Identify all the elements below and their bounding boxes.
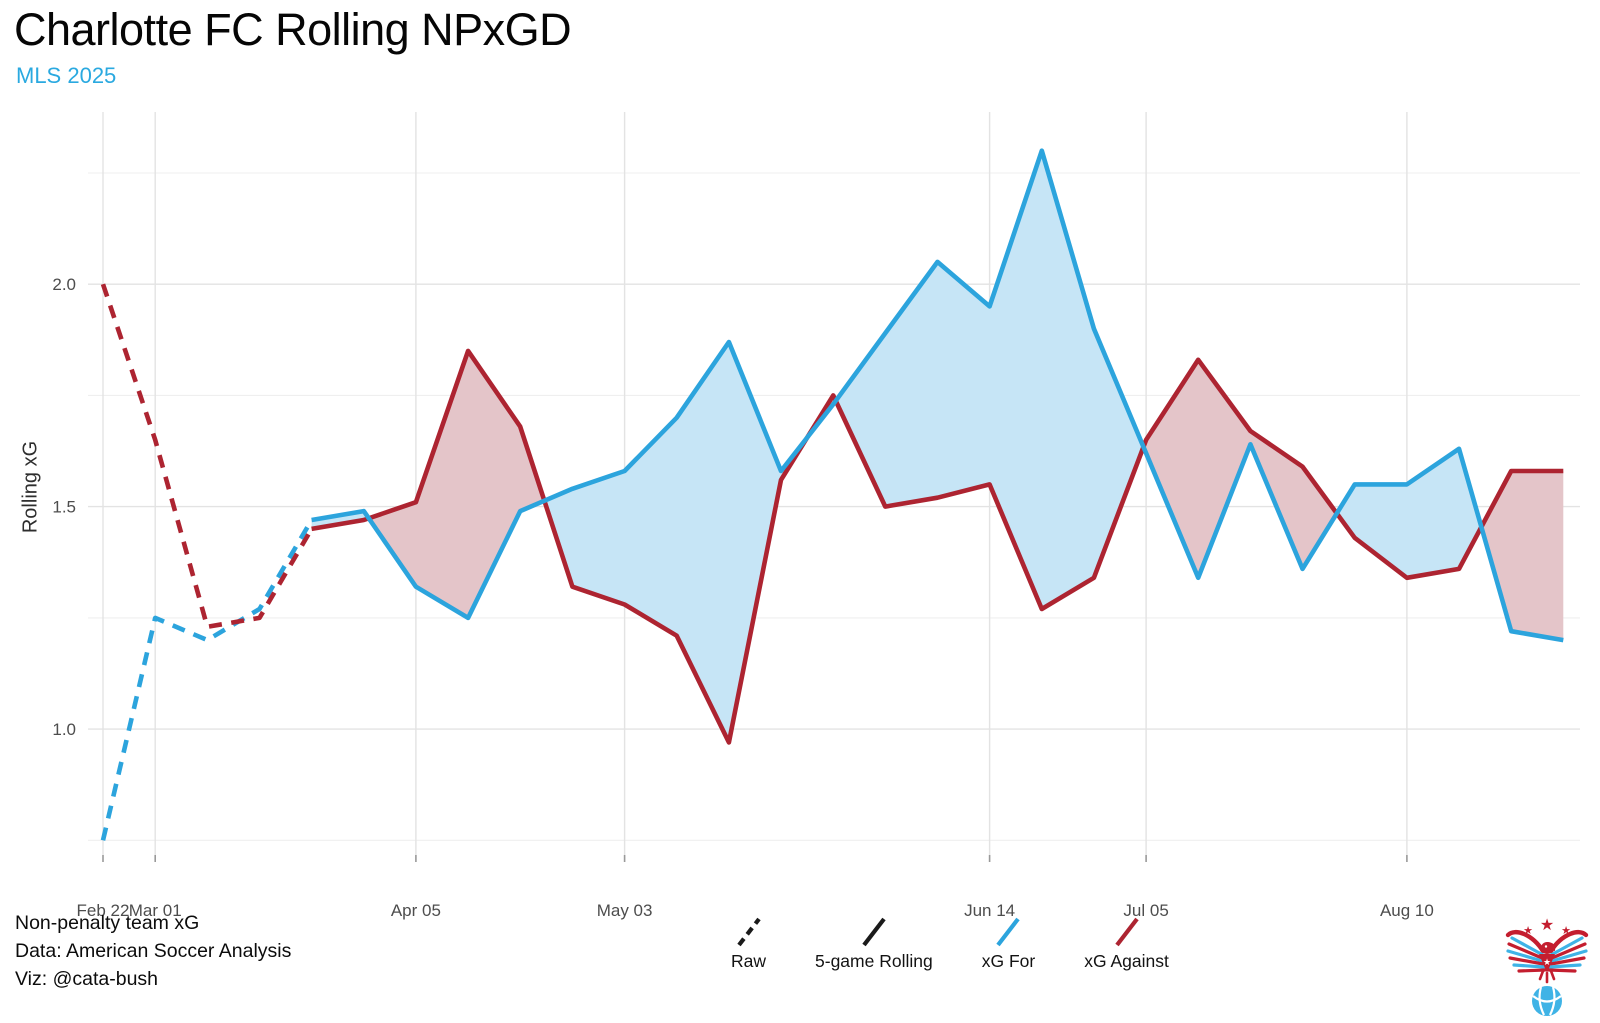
xg-against-line-glyph [1114,917,1139,947]
svg-text:★: ★ [1523,925,1533,937]
legend-label-xg-against: xG Against [1084,951,1169,971]
logo-stars: ★ ★ ★ [1523,917,1571,937]
page-subtitle: MLS 2025 [16,63,117,88]
raw-dashed-line-glyph [736,917,761,947]
svg-text:Aug 10: Aug 10 [1380,901,1434,920]
svg-text:Mar 01: Mar 01 [129,901,182,920]
svg-text:★: ★ [1543,957,1551,967]
footer-line-data-source: Data: American Soccer Analysis [15,939,292,962]
legend: Raw 5-game Rolling xG For xG Against [731,914,1169,972]
page-title: Charlotte FC Rolling NPxGD [14,4,572,55]
svg-text:1.0: 1.0 [52,720,76,739]
legend-label-rolling: 5-game Rolling [815,951,933,971]
svg-text:2.0: 2.0 [52,275,76,294]
svg-text:Apr 05: Apr 05 [391,901,441,920]
svg-text:Jul 05: Jul 05 [1123,901,1168,920]
legend-item-rolling: 5-game Rolling [815,914,933,972]
svg-text:★: ★ [1561,925,1571,937]
team-logo: ★ ★ ★ ★ [1505,917,1592,1016]
eagle-body-icon: ★ [1538,954,1556,984]
footer-credits: Non-penalty team xG Data: American Socce… [15,910,291,993]
xg-for-line-glyph [996,917,1021,947]
legend-item-raw: Raw [731,914,766,972]
eagle-head-icon [1541,942,1556,954]
rolling-line-glyph [862,917,886,947]
svg-text:Jun 14: Jun 14 [964,901,1015,920]
legend-item-xg-for: xG For [982,914,1035,972]
eagle-wing-icon [1505,929,1547,973]
footer-line-viz-credit: Viz: @cata-bush [15,967,159,990]
soccer-ball-icon [1532,986,1562,1016]
footer-line-description: Non-penalty team xG [15,912,200,934]
legend-label-raw: Raw [731,951,767,971]
legend-label-xg-for: xG For [981,951,1036,971]
svg-text:Feb 22: Feb 22 [77,901,130,920]
svg-text:May 03: May 03 [597,901,653,920]
svg-text:1.5: 1.5 [52,498,76,517]
legend-item-xg-against: xG Against [1084,914,1169,972]
svg-text:★: ★ [1540,917,1554,934]
